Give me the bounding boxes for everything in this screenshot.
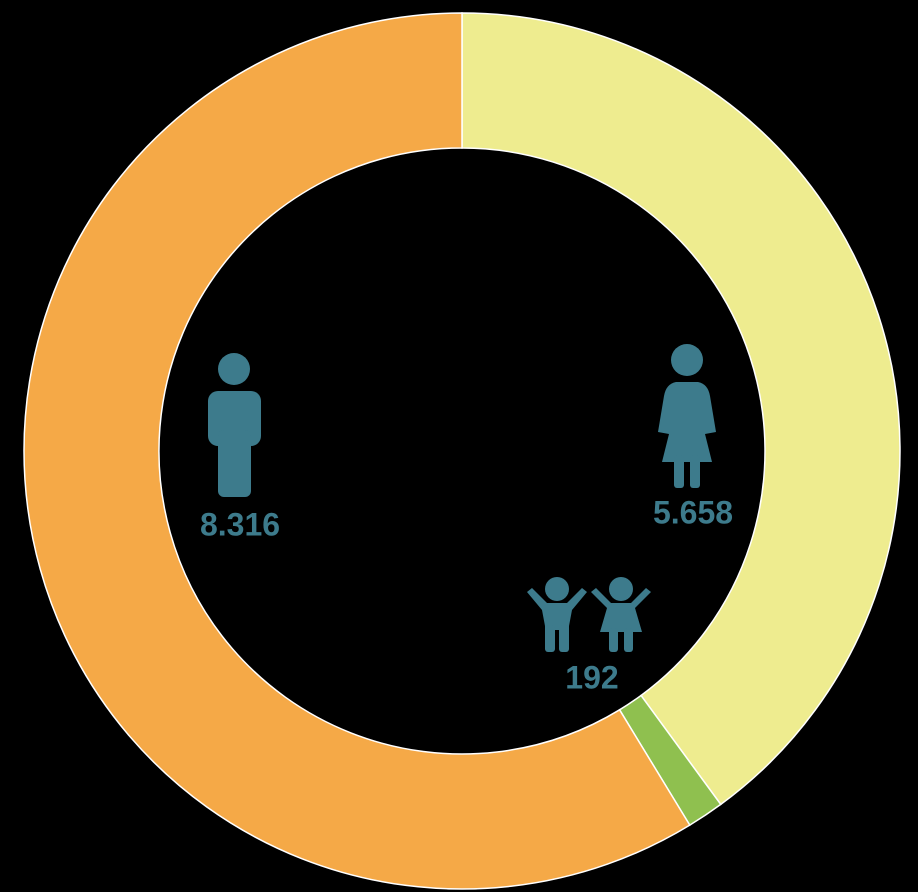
children-icon [527, 577, 651, 652]
slice [461, 12, 901, 806]
value-label: 192 [565, 659, 618, 695]
slices [23, 12, 901, 890]
man-icon [208, 353, 261, 497]
value-label: 5.658 [653, 494, 733, 530]
slice [23, 12, 691, 890]
value-label: 8.316 [200, 506, 280, 542]
woman-icon [658, 344, 716, 488]
